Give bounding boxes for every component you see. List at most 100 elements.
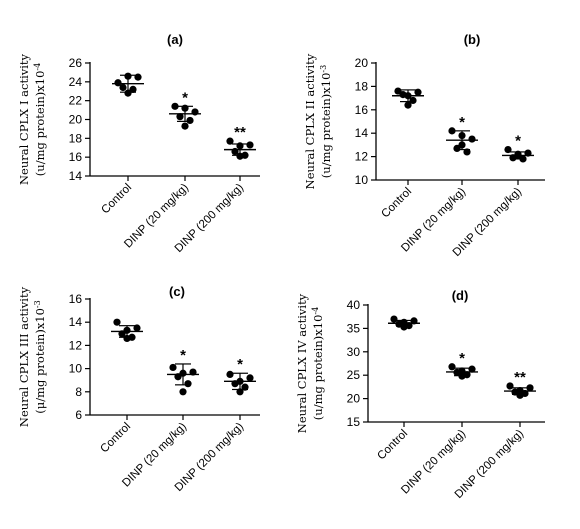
data-point [119, 83, 127, 92]
y-axis-label-line2: (u/mg protein)x10-3 [319, 65, 334, 178]
panel-letter: (d) [452, 288, 469, 303]
data-point [236, 152, 244, 160]
y-tick-label: 14 [69, 169, 83, 183]
significance-marker: * [459, 114, 465, 131]
significance-marker: * [180, 347, 186, 364]
y-tick-label: 12 [69, 338, 83, 352]
y-tick-label: 16 [69, 292, 83, 306]
data-point [118, 330, 126, 338]
y-tick-label: 16 [69, 150, 83, 164]
significance-marker: * [515, 133, 521, 150]
category-label: Control [98, 421, 133, 456]
data-point [400, 323, 408, 331]
data-point [468, 365, 476, 373]
data-point [184, 380, 192, 388]
significance-marker: * [237, 356, 243, 373]
y-tick-label: 16 [355, 103, 369, 117]
y-tick-label: 6 [75, 408, 82, 422]
y-tick-label: 8 [75, 385, 82, 399]
panel-a: (a) 14 16 18 20 22 24 26 Neural CPLX I activity(… [17, 32, 260, 255]
category-label: Control [379, 186, 414, 221]
data-point [514, 150, 522, 158]
data-point [179, 369, 187, 377]
data-point [189, 368, 197, 376]
y-tick-label: 20 [355, 56, 369, 70]
data-point [468, 135, 476, 143]
category-label: Control [99, 182, 134, 217]
data-point [124, 72, 132, 80]
panel-letter: (c) [169, 284, 185, 299]
y-tick-label: 14 [69, 315, 83, 329]
y-tick-label: 26 [69, 56, 83, 70]
panel-d: (d) 15 20 25 30 35 40 Neural CPLX IV activity (u… [295, 288, 545, 501]
data-point [506, 382, 514, 390]
panel-letter: (b) [464, 32, 481, 47]
data-point [390, 315, 398, 323]
panel-c: (c) 6 8 10 12 14 16 Neural CPLX III activity (μ/… [17, 284, 260, 494]
data-point [129, 85, 137, 93]
data-point [226, 137, 234, 145]
data-point [241, 383, 249, 391]
data-point [171, 102, 179, 110]
data-point [463, 148, 471, 156]
category-label: Control [375, 428, 410, 463]
y-tick-label: 40 [347, 298, 361, 312]
data-point [181, 122, 189, 130]
data-point [169, 363, 177, 372]
data-point [458, 141, 466, 149]
y-tick-label: 12 [355, 150, 369, 164]
data-point [236, 388, 244, 396]
data-point [246, 374, 254, 382]
significance-marker: ** [514, 369, 526, 386]
data-point [174, 373, 182, 381]
y-tick-label: 30 [347, 345, 361, 359]
data-point [191, 108, 199, 116]
data-point [516, 391, 524, 399]
data-point [231, 147, 239, 156]
y-tick-label: 10 [69, 362, 83, 376]
y-tick-label: 15 [347, 415, 361, 429]
data-point [179, 388, 187, 396]
data-point [186, 116, 194, 125]
data-point [114, 79, 122, 87]
data-point [181, 104, 189, 112]
data-point [399, 90, 407, 99]
y-tick-label: 20 [347, 392, 361, 406]
y-axis-label-line1: Neural CPLX III activity [17, 286, 31, 427]
data-point [236, 142, 244, 150]
y-tick-label: 18 [355, 79, 369, 93]
data-point [458, 131, 466, 140]
significance-marker: * [182, 89, 188, 106]
y-tick-label: 24 [69, 75, 83, 89]
y-tick-label: 14 [355, 126, 369, 140]
data-point [133, 324, 141, 332]
significance-marker: ** [234, 124, 246, 141]
data-point [123, 326, 131, 334]
data-point [113, 318, 121, 326]
y-tick-label: 10 [355, 173, 369, 187]
data-point [458, 372, 466, 380]
data-point [410, 317, 418, 325]
data-point [524, 149, 532, 157]
panel-b: (b) 10 12 14 16 18 20 Neural CPLX II activity (u… [303, 32, 545, 259]
y-axis-label-line1: Neural CPLX IV activity [295, 293, 309, 433]
y-axis-label-line1: Neural CPLX II activity [303, 53, 317, 189]
data-point [414, 88, 422, 96]
data-point [519, 155, 527, 163]
data-point [231, 380, 239, 388]
y-tick-label: 18 [69, 131, 83, 145]
y-axis-label-line1: Neural CPLX I activity [17, 53, 31, 185]
data-point [123, 334, 131, 343]
significance-marker: * [459, 350, 465, 367]
y-axis-label-line2: (u/mg protein)x10-4 [311, 307, 326, 420]
data-point [226, 370, 234, 378]
data-point [509, 154, 517, 162]
y-axis-label-line2: (u/mg protein)x10-4 [33, 63, 48, 176]
y-tick-label: 25 [347, 368, 361, 382]
data-point [409, 96, 417, 105]
y-tick-label: 35 [347, 321, 361, 335]
y-axis-label-line2: (μ/mg protein)x10-3 [33, 300, 48, 413]
data-point [124, 89, 132, 97]
data-point [453, 368, 461, 376]
data-point [526, 384, 534, 392]
